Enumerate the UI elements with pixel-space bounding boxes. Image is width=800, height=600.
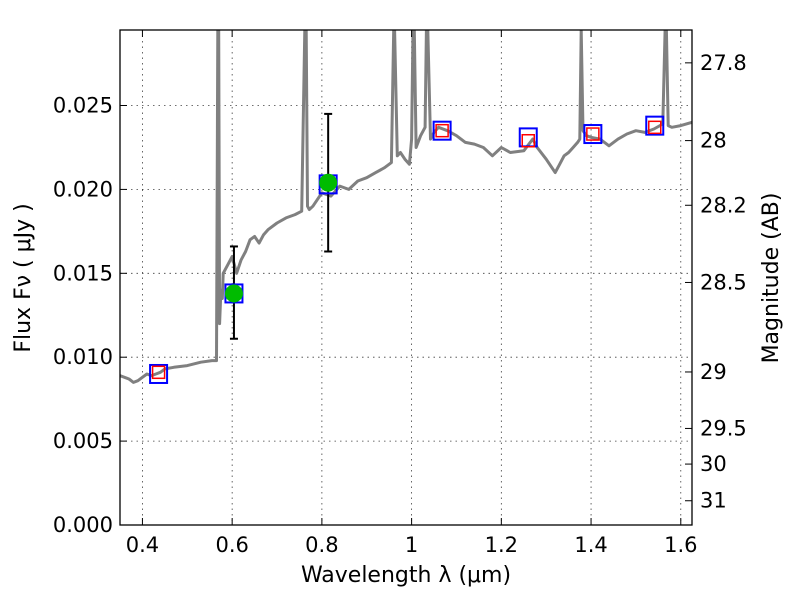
model-photometry-point [645, 115, 665, 136]
y-tick-label: 0.010 [53, 345, 113, 369]
x-tick-label: 1 [405, 533, 418, 557]
plot-frame [119, 29, 693, 526]
data-layer [120, 30, 692, 384]
y-tick-label: 0.005 [53, 429, 113, 453]
x-tick-label: 1.4 [574, 533, 607, 557]
upper-limit-point [435, 123, 449, 138]
x-axis-title: Wavelength λ (μm) [301, 563, 511, 588]
y-tick-label: 0.015 [53, 261, 113, 285]
y2-tick-label: 28.2 [700, 193, 747, 217]
model-photometry-point [583, 124, 603, 145]
y2-tick-label: 31 [700, 489, 727, 513]
ticks: 0.4 0.6 0.8 1 1.2 1.4 1.6 0.000 0.005 0.010 0.015 0… [53, 30, 747, 557]
x-tick-label: 0.8 [305, 533, 338, 557]
x-tick-label: 0.4 [126, 533, 159, 557]
x-tick-label: 1.2 [485, 533, 518, 557]
y2-tick-label: 28.5 [700, 270, 747, 294]
x-tick-label: 1.6 [664, 533, 697, 557]
upper-limit-point [648, 120, 662, 135]
y2-tick-label: 29.5 [700, 416, 747, 440]
y-tick-label: 0.025 [53, 94, 113, 118]
model-photometry-point [432, 120, 452, 141]
y-axis-title: Flux Fν ( μJy ) [11, 203, 36, 352]
y2-tick-label: 28 [700, 129, 727, 153]
y2-tick-label: 29 [700, 360, 727, 384]
x-tick-label: 0.6 [215, 533, 248, 557]
y2-tick-label: 30 [700, 452, 727, 476]
sed-model-line [120, 30, 692, 384]
upper-limit-point [586, 127, 600, 141]
y-tick-label: 0.000 [53, 513, 113, 537]
y2-tick-label: 27.8 [700, 51, 747, 75]
upper-limit-point [151, 365, 166, 380]
detection-point [319, 173, 338, 192]
y2-axis-title: Magnitude (AB) [759, 193, 784, 364]
y-tick-label: 0.020 [53, 177, 113, 201]
detection-point [224, 284, 243, 303]
model-photometry-point [149, 363, 169, 384]
upper-limit-point [521, 133, 536, 148]
